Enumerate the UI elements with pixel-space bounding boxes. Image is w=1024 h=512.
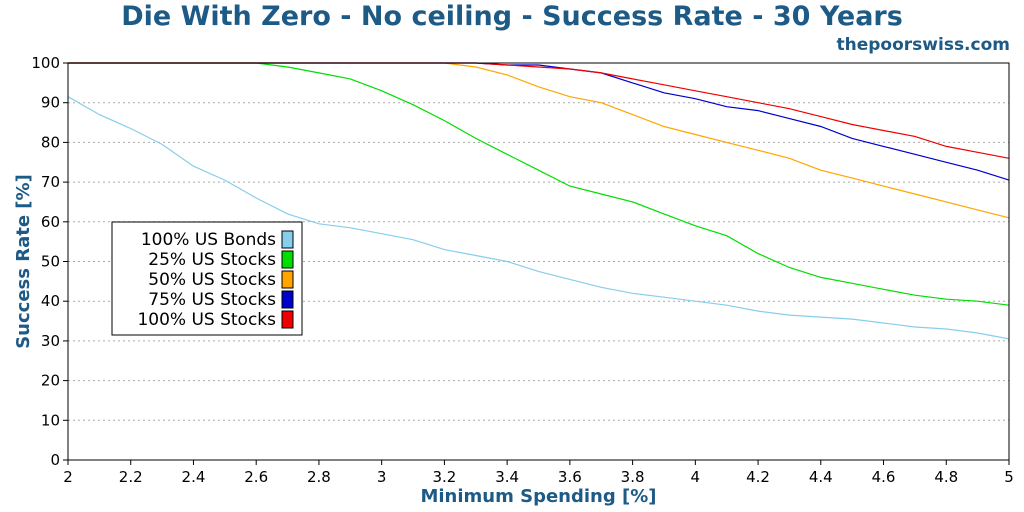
x-axis-title: Minimum Spending [%] bbox=[420, 486, 656, 507]
axis-ticks: 0 10 20 30 40 50 60 70 80 90 100 2 2.2 2.4 2.6 2.8 3 3.2 3… bbox=[31, 54, 1013, 486]
y-axis-title: Success Rate [%] bbox=[13, 174, 34, 349]
legend-box bbox=[111, 221, 303, 336]
y-tick-label: 0 bbox=[50, 451, 60, 469]
y-tick-label: 100 bbox=[31, 54, 60, 72]
series-line bbox=[68, 62, 1010, 159]
x-tick-label: 2.6 bbox=[244, 468, 268, 486]
y-tick-label: 80 bbox=[41, 133, 60, 151]
y-tick-label: 60 bbox=[41, 213, 60, 231]
y-tick-label: 10 bbox=[41, 411, 60, 429]
y-tick-label: 20 bbox=[41, 372, 60, 390]
x-tick-label: 4 bbox=[691, 468, 701, 486]
x-tick-label: 3.2 bbox=[432, 468, 456, 486]
x-tick-label: 3.6 bbox=[558, 468, 582, 486]
y-tick-label: 30 bbox=[41, 332, 60, 350]
x-tick-label: 4.2 bbox=[746, 468, 770, 486]
x-tick-label: 4.6 bbox=[872, 468, 896, 486]
chart-title: Die With Zero - No ceiling - Success Rat… bbox=[121, 1, 903, 32]
x-tick-label: 5 bbox=[1004, 468, 1014, 486]
series-line bbox=[68, 62, 1010, 181]
x-tick-label: 4.8 bbox=[934, 468, 958, 486]
legend-label: 100% US Bonds bbox=[141, 230, 276, 250]
x-tick-label: 3.8 bbox=[621, 468, 645, 486]
legend-label: 100% US Stocks bbox=[137, 310, 276, 330]
x-tick-label: 2 bbox=[63, 468, 73, 486]
y-tick-label: 50 bbox=[41, 253, 60, 271]
y-tick-label: 40 bbox=[41, 292, 60, 310]
x-tick-label: 3 bbox=[377, 468, 387, 486]
legend-swatch bbox=[281, 250, 294, 269]
legend-swatch bbox=[281, 290, 294, 309]
grid-lines bbox=[68, 102, 1009, 421]
legend-label: 50% US Stocks bbox=[148, 270, 276, 290]
y-tick-label: 70 bbox=[41, 173, 60, 191]
source-label: thepoorswiss.com bbox=[836, 35, 1011, 55]
y-tick-label: 90 bbox=[41, 94, 60, 112]
x-tick-label: 4.4 bbox=[809, 468, 833, 486]
series-line bbox=[68, 62, 1010, 219]
x-tick-label: 2.8 bbox=[307, 468, 331, 486]
series-line bbox=[67, 96, 1010, 340]
legend-swatch bbox=[281, 310, 294, 329]
legend-swatch bbox=[281, 270, 294, 289]
legend-label: 75% US Stocks bbox=[148, 290, 276, 310]
x-tick-label: 2.4 bbox=[182, 468, 206, 486]
legend-swatch bbox=[281, 230, 294, 249]
legend-label: 25% US Stocks bbox=[148, 250, 276, 270]
x-tick-label: 2.2 bbox=[119, 468, 143, 486]
x-tick-label: 3.4 bbox=[495, 468, 519, 486]
